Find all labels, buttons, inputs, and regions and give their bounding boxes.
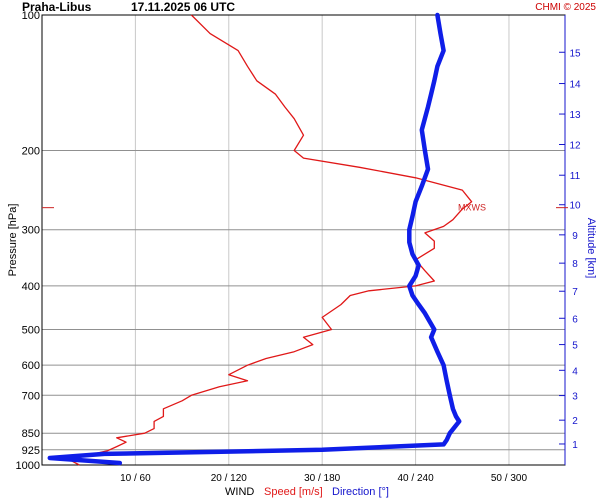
altitude-tick-label: 8 bbox=[572, 259, 578, 270]
direction-series-line bbox=[47, 12, 462, 466]
pressure-tick-label: 850 bbox=[22, 428, 40, 440]
pressure-axis-title: Pressure [hPa] bbox=[7, 204, 19, 277]
altitude-tick-label: 5 bbox=[572, 341, 578, 352]
x-tick-label: 50 / 300 bbox=[491, 473, 528, 484]
altitude-tick-label: 2 bbox=[572, 416, 578, 427]
altitude-tick-label: 3 bbox=[572, 392, 578, 403]
wind-axis-title: WIND bbox=[225, 486, 254, 498]
pressure-tick-label: 400 bbox=[22, 281, 40, 293]
mxws-marker: MXWS bbox=[42, 203, 568, 213]
wind-axis-ticks: 10 / 60 20 / 120 30 / 180 40 / 240 50 / 300 bbox=[120, 473, 527, 484]
x-tick-label: 20 / 120 bbox=[211, 473, 248, 484]
pressure-axis-ticks: 100 200 300 400 500 600 700 850 925 1000 bbox=[16, 10, 40, 472]
x-tick-label: 10 / 60 bbox=[120, 473, 151, 484]
station-title: Praha-Libus bbox=[22, 0, 92, 14]
pressure-tick-label: 925 bbox=[22, 445, 40, 457]
copyright-label: CHMI © 2025 bbox=[535, 2, 596, 13]
speed-series-line bbox=[69, 14, 473, 466]
altitude-tick-label: 12 bbox=[569, 141, 581, 152]
pressure-tick-label: 700 bbox=[22, 390, 40, 402]
altitude-tick-label: 4 bbox=[572, 366, 578, 377]
altitude-tick-label: 7 bbox=[572, 287, 578, 298]
mxws-label: MXWS bbox=[458, 203, 486, 213]
x-tick-label: 40 / 240 bbox=[397, 473, 434, 484]
altitude-tick-label: 11 bbox=[570, 171, 581, 182]
altitude-tick-label: 15 bbox=[569, 48, 581, 59]
altitude-axis-title: Altitude [km] bbox=[585, 218, 597, 279]
altitude-tick-label: 13 bbox=[569, 110, 581, 121]
altitude-tick-label: 6 bbox=[572, 314, 578, 325]
altitude-tick-label: 9 bbox=[572, 231, 578, 242]
altitude-tick-label: 14 bbox=[569, 80, 581, 91]
x-tick-label: 30 / 180 bbox=[304, 473, 341, 484]
altitude-tick-label: 10 bbox=[569, 201, 581, 212]
pressure-tick-label: 1000 bbox=[16, 460, 40, 472]
datetime-title: 17.11.2025 06 UTC bbox=[131, 0, 235, 14]
pressure-tick-label: 600 bbox=[22, 360, 40, 372]
direction-legend-label: Direction [°] bbox=[332, 486, 389, 498]
pressure-tick-label: 100 bbox=[22, 10, 40, 22]
pressure-tick-label: 300 bbox=[22, 225, 40, 237]
pressure-tick-label: 200 bbox=[22, 145, 40, 157]
altitude-tick-label: 1 bbox=[572, 440, 578, 451]
pressure-tick-label: 500 bbox=[22, 325, 40, 337]
speed-legend-label: Speed [m/s] bbox=[264, 486, 323, 498]
